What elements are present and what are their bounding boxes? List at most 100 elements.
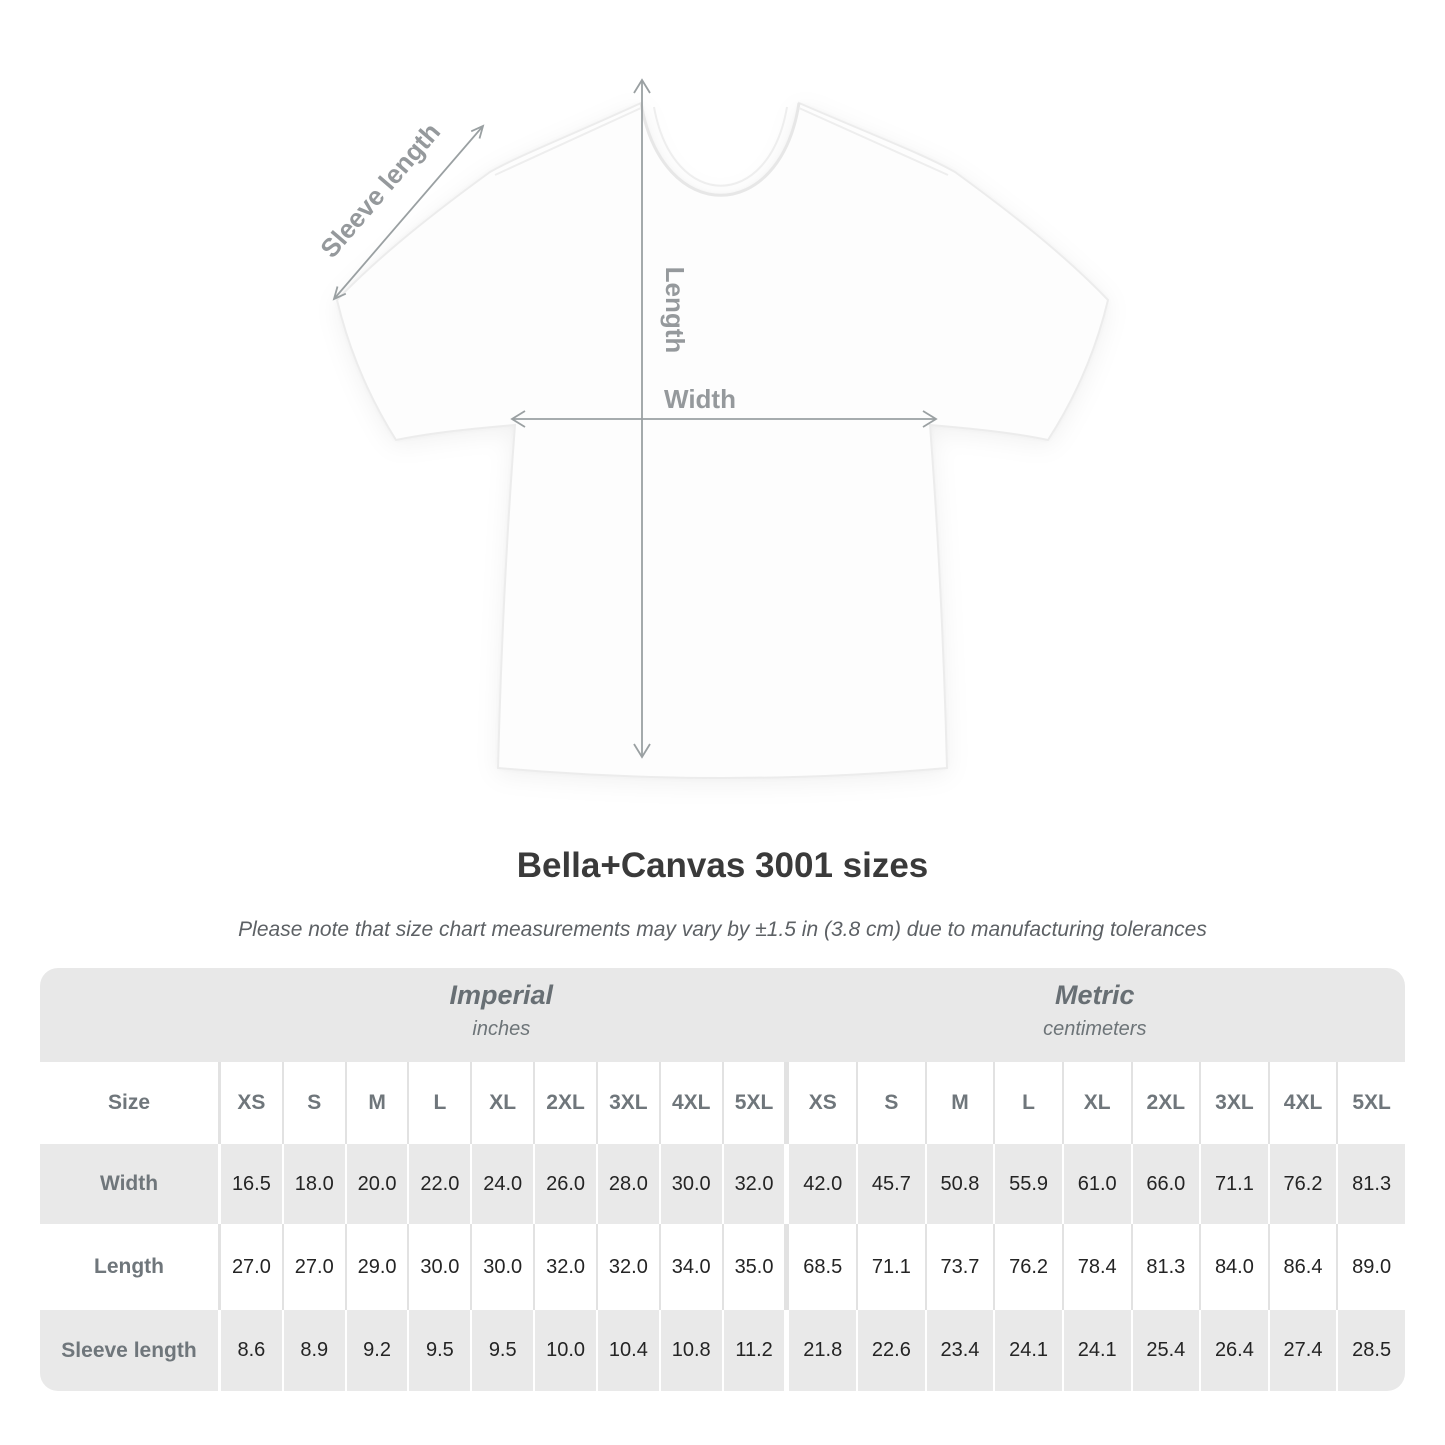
value-cell: 27.4 xyxy=(1267,1310,1337,1391)
size-col-header: 5XL xyxy=(1336,1062,1405,1144)
value-cell: 11.2 xyxy=(721,1310,785,1391)
value-cell: 24.1 xyxy=(1061,1310,1131,1391)
value-cell: 9.5 xyxy=(407,1310,470,1391)
length-label: Length xyxy=(660,267,690,354)
size-col-header: XS xyxy=(218,1062,282,1144)
value-cell: 42.0 xyxy=(784,1144,856,1224)
value-cell: 24.1 xyxy=(993,1310,1062,1391)
size-col-header: S xyxy=(856,1062,925,1144)
value-cell: 30.0 xyxy=(407,1224,470,1310)
size-col-header: 2XL xyxy=(533,1062,596,1144)
size-col-header: XS xyxy=(784,1062,856,1144)
metric-unit: centimeters xyxy=(1043,1018,1147,1040)
value-cell: 71.1 xyxy=(856,1224,925,1310)
value-cell: 86.4 xyxy=(1267,1224,1337,1310)
value-cell: 32.0 xyxy=(721,1144,785,1224)
tshirt-silhouette xyxy=(335,101,1110,779)
size-col-header: L xyxy=(993,1062,1062,1144)
right-shoulder-seam xyxy=(798,107,949,176)
size-col-header: 4XL xyxy=(658,1062,722,1144)
header-spacer xyxy=(40,968,218,1062)
table-row: Width 16.5 18.0 20.0 22.0 24.0 26.0 28.0 30.0 32.… xyxy=(40,1144,1405,1224)
value-cell: 10.8 xyxy=(658,1310,722,1391)
value-cell: 68.5 xyxy=(784,1224,856,1310)
size-col-header: L xyxy=(407,1062,470,1144)
value-cell: 45.7 xyxy=(856,1144,925,1224)
size-col-header: XL xyxy=(1061,1062,1131,1144)
value-cell: 9.2 xyxy=(344,1310,408,1391)
value-cell: 35.0 xyxy=(721,1224,785,1310)
value-cell: 28.5 xyxy=(1336,1310,1405,1391)
size-col-header: 3XL xyxy=(1199,1062,1268,1144)
value-cell: 55.9 xyxy=(993,1144,1062,1224)
value-cell: 16.5 xyxy=(218,1144,282,1224)
size-col-header: 5XL xyxy=(721,1062,785,1144)
value-cell: 50.8 xyxy=(924,1144,994,1224)
value-cell: 81.3 xyxy=(1336,1144,1405,1224)
unit-group-header: Imperial inches Metric centimeters xyxy=(40,968,1405,1062)
sleeve-length-arrow xyxy=(332,124,485,301)
table-row: Length 27.0 27.0 29.0 30.0 30.0 32.0 32.0 34.0 35… xyxy=(40,1224,1405,1310)
value-cell: 30.0 xyxy=(658,1144,722,1224)
size-col-header: 4XL xyxy=(1267,1062,1337,1144)
table-body: Size XS S M L XL 2XL 3XL 4XL 5XL XS S M L XL 2XL 3XL 4XL 5… xyxy=(40,1062,1405,1391)
value-cell: 24.0 xyxy=(470,1144,533,1224)
value-cell: 30.0 xyxy=(470,1224,533,1310)
metric-header: Metric centimeters xyxy=(785,968,1405,1062)
value-cell: 22.0 xyxy=(407,1144,470,1224)
size-col-header: 2XL xyxy=(1130,1062,1200,1144)
value-cell: 20.0 xyxy=(344,1144,408,1224)
value-cell: 22.6 xyxy=(856,1310,925,1391)
value-cell: 23.4 xyxy=(924,1310,994,1391)
value-cell: 66.0 xyxy=(1130,1144,1200,1224)
value-cell: 81.3 xyxy=(1130,1224,1200,1310)
row-label: Width xyxy=(99,1172,159,1195)
row-label: Length xyxy=(94,1255,164,1278)
size-col-header: S xyxy=(281,1062,345,1144)
value-cell: 34.0 xyxy=(658,1224,722,1310)
row-label: Sleeve length xyxy=(61,1338,197,1362)
value-cell: 25.4 xyxy=(1130,1310,1200,1391)
imperial-unit: inches xyxy=(472,1018,531,1040)
width-label: Width xyxy=(664,384,736,414)
value-cell: 26.4 xyxy=(1199,1310,1268,1391)
value-cell: 8.6 xyxy=(218,1310,282,1391)
tshirt-measurement-diagram: Sleeve length Length Width xyxy=(314,78,1110,779)
value-cell: 71.1 xyxy=(1199,1144,1268,1224)
size-row-label: Size xyxy=(107,1091,151,1114)
size-col-header: 3XL xyxy=(595,1062,659,1144)
value-cell: 10.4 xyxy=(595,1310,659,1391)
collar-band xyxy=(639,102,801,197)
collar-inner-seam xyxy=(653,106,788,187)
value-cell: 32.0 xyxy=(533,1224,596,1310)
value-cell: 61.0 xyxy=(1061,1144,1131,1224)
value-cell: 76.2 xyxy=(993,1224,1062,1310)
value-cell: 27.0 xyxy=(281,1224,345,1310)
metric-label: Metric xyxy=(1055,980,1135,1010)
value-cell: 28.0 xyxy=(595,1144,659,1224)
value-cell: 29.0 xyxy=(344,1224,408,1310)
width-arrow xyxy=(510,410,938,428)
imperial-header: Imperial inches xyxy=(218,968,785,1062)
value-cell: 18.0 xyxy=(281,1144,345,1224)
value-cell: 89.0 xyxy=(1336,1224,1405,1310)
tolerance-note: Please note that size chart measurements… xyxy=(238,918,1207,941)
value-cell: 8.9 xyxy=(281,1310,345,1391)
value-cell: 21.8 xyxy=(784,1310,856,1391)
value-cell: 9.5 xyxy=(470,1310,533,1391)
page-title: Bella+Canvas 3001 sizes xyxy=(516,846,929,885)
table-row: Size XS S M L XL 2XL 3XL 4XL 5XL XS S M L XL 2XL 3XL 4XL 5… xyxy=(40,1062,1405,1144)
size-col-header: M xyxy=(924,1062,994,1144)
imperial-label: Imperial xyxy=(449,980,554,1010)
left-shoulder-seam xyxy=(494,107,642,176)
value-cell: 84.0 xyxy=(1199,1224,1268,1310)
value-cell: 76.2 xyxy=(1267,1144,1337,1224)
value-cell: 73.7 xyxy=(924,1224,994,1310)
value-cell: 10.0 xyxy=(533,1310,596,1391)
size-table: Imperial inches Metric centimeters Size X… xyxy=(40,968,1405,1391)
value-cell: 27.0 xyxy=(218,1224,282,1310)
value-cell: 26.0 xyxy=(533,1144,596,1224)
value-cell: 32.0 xyxy=(595,1224,659,1310)
size-col-header: XL xyxy=(470,1062,533,1144)
